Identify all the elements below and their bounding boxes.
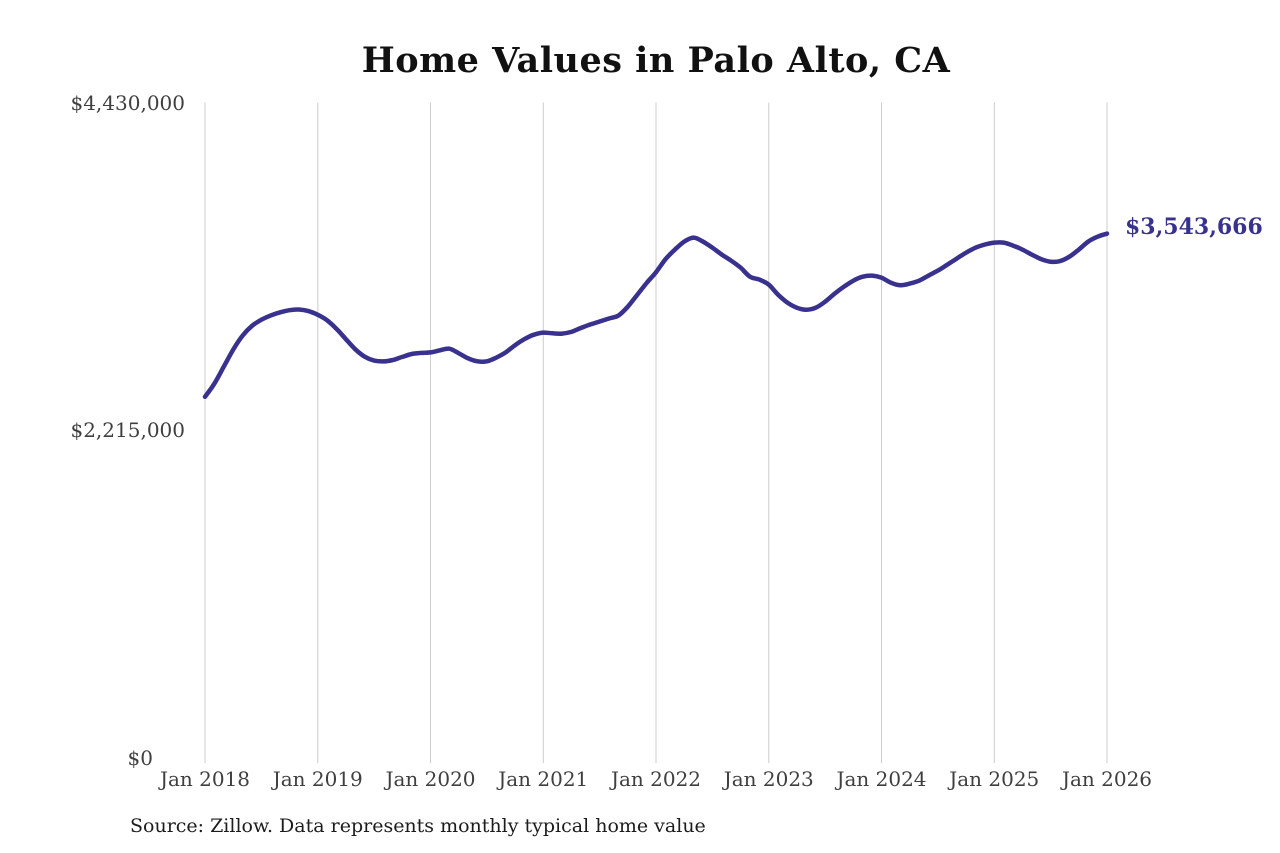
latest-value-label: $3,543,666 bbox=[1125, 214, 1263, 240]
x-tick-label: Jan 2021 bbox=[498, 767, 589, 791]
x-tick-label: Jan 2020 bbox=[385, 767, 476, 791]
x-tick-label: Jan 2022 bbox=[610, 767, 702, 791]
y-tick-label: $2,215,000 bbox=[70, 418, 185, 443]
x-tick-label: Jan 2024 bbox=[836, 767, 927, 791]
y-tick-label: $4,430,000 bbox=[70, 90, 185, 115]
x-tick-label: Jan 2018 bbox=[159, 767, 251, 791]
chart-title: Home Values in Palo Alto, CA bbox=[361, 40, 951, 81]
x-tick-label: Jan 2026 bbox=[1061, 767, 1153, 791]
x-tick-label: Jan 2025 bbox=[949, 767, 1040, 791]
x-tick-label: Jan 2023 bbox=[723, 767, 814, 791]
x-tick-label: Jan 2019 bbox=[272, 767, 363, 791]
y-tick-label: $0 bbox=[127, 746, 153, 770]
home-value-line bbox=[202, 231, 1110, 400]
source-note: Source: Zillow. Data represents monthly … bbox=[130, 815, 706, 837]
